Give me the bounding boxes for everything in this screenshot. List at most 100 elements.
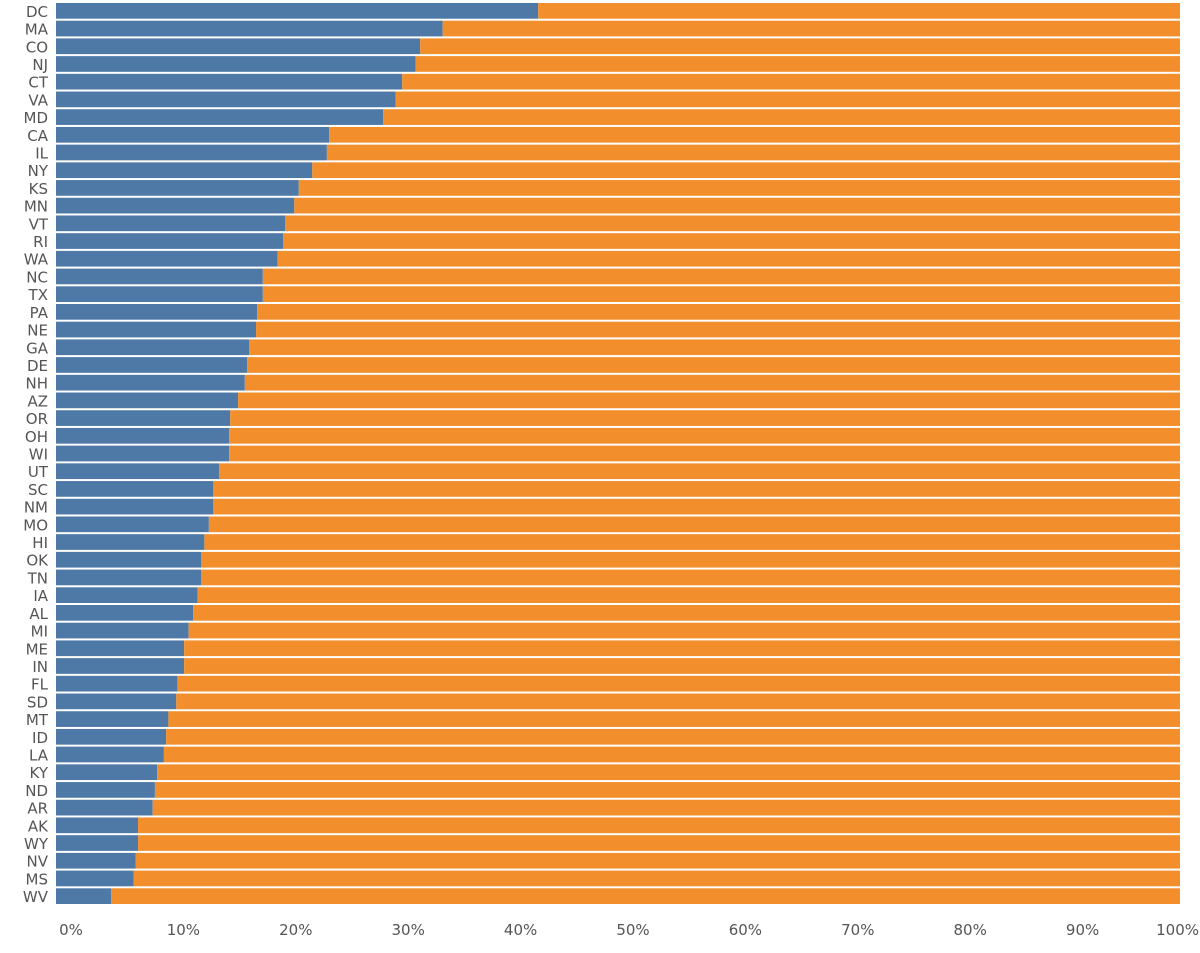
bar-ga-segment-2 [249, 339, 1180, 356]
category-label-md: MD [24, 109, 49, 127]
category-label-ok: OK [26, 552, 49, 570]
bar-nc-segment-2 [262, 268, 1180, 285]
bar-md-segment-2 [383, 109, 1181, 125]
category-label-tx: TX [28, 286, 48, 304]
bar-sc-segment-1 [56, 481, 214, 497]
x-tick-label: 100% [1156, 921, 1199, 939]
x-axis-ticks: 0% 10% 20% 30% 40% 50% 60% 70% 80% 90% 100% [59, 921, 1199, 939]
bar-de-segment-1 [56, 357, 248, 373]
bar-va-segment-1 [56, 91, 396, 108]
category-label-mo: MO [23, 516, 48, 534]
category-label-mn: MN [24, 198, 48, 216]
bar-hi-segment-2 [204, 534, 1181, 550]
bar-mt-segment-2 [168, 711, 1180, 727]
bar-me-segment-2 [184, 640, 1181, 657]
category-label-il: IL [35, 145, 48, 163]
category-label-mi: MI [31, 623, 48, 641]
bar-tn-segment-1 [56, 569, 201, 586]
category-label-ca: CA [27, 127, 48, 145]
category-label-vt: VT [29, 215, 49, 233]
bar-sd-segment-2 [176, 693, 1180, 710]
bar-pa-segment-2 [257, 304, 1180, 320]
bar-il-segment-1 [56, 144, 327, 161]
bar-ne-segment-1 [56, 321, 257, 338]
bar-ut-segment-2 [218, 463, 1181, 480]
bar-ar-segment-2 [152, 799, 1180, 816]
category-label-oh: OH [25, 428, 48, 446]
bar-il-segment-2 [326, 144, 1180, 161]
category-label-dc: DC [26, 3, 48, 21]
bar-mn-segment-2 [294, 197, 1181, 214]
category-label-or: OR [26, 410, 48, 428]
bar-ak-segment-1 [56, 817, 139, 834]
category-label-ri: RI [33, 233, 48, 251]
bar-ak-segment-2 [138, 817, 1180, 834]
bar-ok-segment-2 [200, 551, 1181, 568]
bar-wv-segment-1 [56, 888, 112, 904]
bar-or-segment-1 [56, 410, 231, 426]
bar-la-segment-1 [56, 746, 164, 763]
bar-ct-segment-1 [56, 73, 403, 90]
category-label-wv: WV [23, 888, 49, 906]
category-label-ut: UT [28, 463, 49, 481]
x-tick-label: 0% [59, 921, 83, 939]
bar-ia-segment-2 [197, 587, 1180, 603]
category-label-ak: AK [28, 817, 49, 835]
category-label-nv: NV [27, 853, 49, 871]
bar-ok-segment-1 [56, 551, 201, 568]
category-label-hi: HI [32, 534, 48, 552]
category-label-wy: WY [24, 835, 49, 853]
bar-wi-segment-2 [229, 445, 1180, 462]
category-label-ks: KS [29, 180, 48, 198]
bar-ma-segment-2 [442, 20, 1180, 37]
bar-ct-segment-2 [402, 73, 1180, 90]
bar-ks-segment-1 [56, 180, 299, 196]
bar-ca-segment-1 [56, 126, 330, 143]
category-label-la: LA [29, 747, 49, 765]
bar-nh-segment-1 [56, 374, 245, 391]
bar-or-segment-2 [230, 410, 1181, 426]
category-label-ms: MS [26, 870, 48, 888]
bar-al-segment-2 [193, 605, 1181, 621]
bar-wi-segment-1 [56, 445, 230, 462]
bar-ky-segment-2 [157, 764, 1180, 781]
category-label-sd: SD [27, 693, 48, 711]
category-label-nc: NC [26, 268, 48, 286]
bar-dc-segment-2 [538, 3, 1180, 19]
bar-wa-segment-2 [277, 250, 1181, 267]
bar-al-segment-1 [56, 605, 194, 621]
bar-ca-segment-2 [329, 126, 1181, 143]
bar-nd-segment-2 [154, 782, 1181, 798]
bar-nh-segment-2 [244, 374, 1180, 391]
bar-nv-segment-2 [135, 852, 1181, 869]
bar-oh-segment-2 [229, 427, 1180, 444]
bar-ms-segment-2 [133, 870, 1180, 887]
bar-la-segment-2 [163, 746, 1181, 763]
bar-fl-segment-2 [177, 675, 1181, 692]
x-tick-label: 60% [729, 921, 762, 939]
bar-id-segment-2 [166, 728, 1181, 745]
bar-ri-segment-1 [56, 233, 284, 249]
bar-oh-segment-1 [56, 427, 230, 444]
category-labels: DCMACONJCTVAMDCAILNYKSMNVTRIWANCTXPANEGA… [23, 3, 49, 906]
bar-me-segment-1 [56, 640, 185, 657]
bar-vt-segment-1 [56, 215, 286, 232]
bar-ms-segment-1 [56, 870, 134, 887]
category-label-nd: ND [25, 782, 48, 800]
bar-ks-segment-2 [298, 180, 1180, 196]
category-label-va: VA [28, 91, 48, 109]
category-label-ny: NY [28, 162, 49, 180]
bar-ky-segment-1 [56, 764, 158, 781]
category-label-id: ID [32, 729, 48, 747]
bar-pa-segment-1 [56, 304, 258, 320]
category-label-ky: KY [30, 764, 49, 782]
x-tick-label: 50% [616, 921, 649, 939]
bar-ny-segment-1 [56, 162, 313, 179]
x-tick-label: 90% [1066, 921, 1099, 939]
bar-fl-segment-1 [56, 675, 178, 692]
category-label-tn: TN [27, 569, 48, 587]
bar-dc-segment-1 [56, 3, 539, 19]
bar-ne-segment-2 [256, 321, 1180, 338]
